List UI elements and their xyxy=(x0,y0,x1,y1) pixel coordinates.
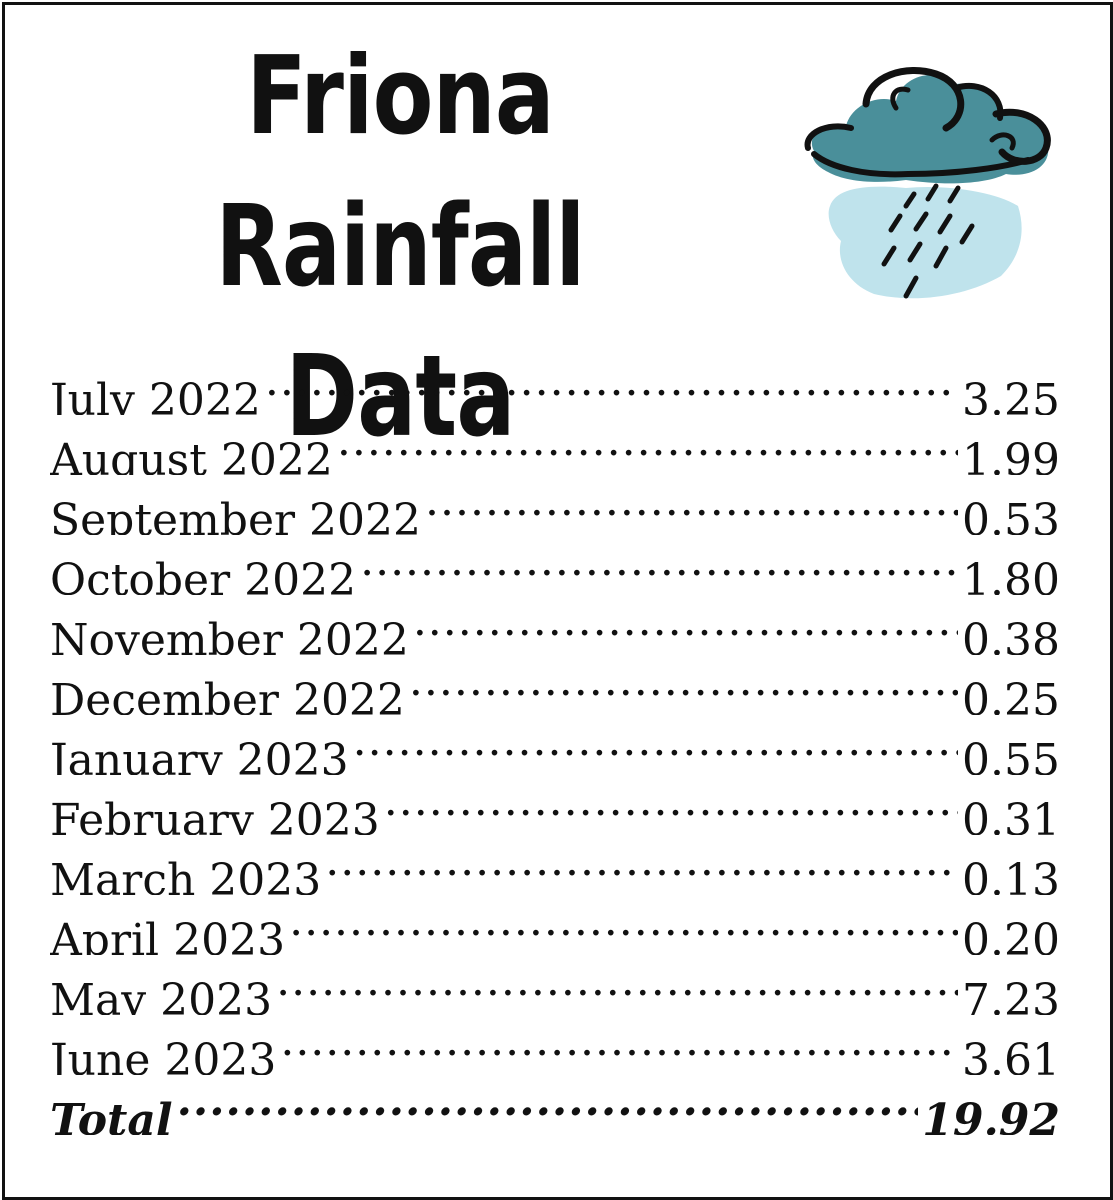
rainfall-value: 3.25 xyxy=(962,375,1060,415)
dot-leader xyxy=(289,895,958,955)
rainfall-value: 0.38 xyxy=(962,615,1060,655)
dot-leader xyxy=(276,955,958,1015)
month-label: July 2022 xyxy=(50,375,261,415)
total-row: Total 19.92 xyxy=(50,1075,1060,1135)
table-row: October 2022 1.80 xyxy=(50,535,1060,595)
dot-leader xyxy=(360,535,958,595)
rainfall-value: 7.23 xyxy=(962,975,1060,1015)
month-label: October 2022 xyxy=(50,555,357,595)
table-row: May 2023 7.23 xyxy=(50,955,1060,1015)
table-row: July 2022 3.25 xyxy=(50,355,1060,415)
rainfall-table: July 2022 3.25 August 2022 1.99 Septembe… xyxy=(50,355,1060,1135)
month-label: February 2023 xyxy=(50,795,380,835)
rainfall-value: 0.20 xyxy=(962,915,1060,955)
month-label: September 2022 xyxy=(50,495,421,535)
month-label: March 2023 xyxy=(50,855,322,895)
dot-leader xyxy=(337,415,958,475)
rainfall-value: 0.25 xyxy=(962,675,1060,715)
dot-leader xyxy=(409,655,958,715)
total-label: Total xyxy=(50,1095,173,1135)
table-row: December 2022 0.25 xyxy=(50,655,1060,715)
dot-leader xyxy=(177,1075,919,1135)
table-row: August 2022 1.99 xyxy=(50,415,1060,475)
dot-leader xyxy=(265,355,958,415)
table-row: February 2023 0.31 xyxy=(50,775,1060,835)
rainfall-value: 1.80 xyxy=(962,555,1060,595)
rainfall-value: 0.13 xyxy=(962,855,1060,895)
total-value: 19.92 xyxy=(922,1095,1060,1135)
rainfall-value: 1.99 xyxy=(962,435,1060,475)
month-label: April 2023 xyxy=(50,915,286,955)
table-row: March 2023 0.13 xyxy=(50,835,1060,895)
month-label: August 2022 xyxy=(50,435,333,475)
rainfall-value: 0.31 xyxy=(962,795,1060,835)
rainfall-value: 0.55 xyxy=(962,735,1060,775)
dot-leader xyxy=(425,475,958,535)
month-label: June 2023 xyxy=(50,1035,277,1075)
rainfall-value: 3.61 xyxy=(962,1035,1060,1075)
title-line-1: Friona xyxy=(246,34,554,159)
month-label: January 2023 xyxy=(50,735,349,775)
dot-leader xyxy=(325,835,958,895)
month-label: December 2022 xyxy=(50,675,405,715)
dot-leader xyxy=(353,715,958,775)
table-row: January 2023 0.55 xyxy=(50,715,1060,775)
rain-cloud-icon xyxy=(804,67,1051,299)
month-label: May 2023 xyxy=(50,975,273,1015)
dot-leader xyxy=(384,775,958,835)
table-row: September 2022 0.53 xyxy=(50,475,1060,535)
dot-leader xyxy=(280,1015,958,1075)
table-row: June 2023 3.61 xyxy=(50,1015,1060,1075)
dot-leader xyxy=(413,595,958,655)
month-label: November 2022 xyxy=(50,615,409,655)
table-row: November 2022 0.38 xyxy=(50,595,1060,655)
rainfall-value: 0.53 xyxy=(962,495,1060,535)
table-row: April 2023 0.20 xyxy=(50,895,1060,955)
